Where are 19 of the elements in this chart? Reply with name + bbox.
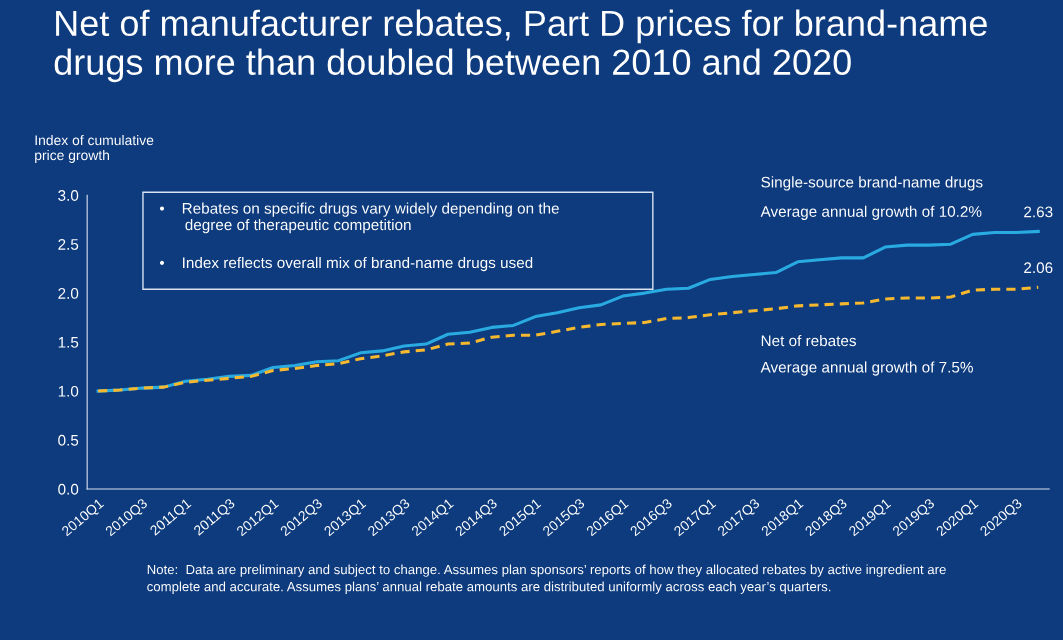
data-label: 2.63: [1024, 206, 1053, 218]
y-tick-label: 1.5: [58, 337, 79, 348]
text: Note: Data are preliminary and subject to change. Assumes plan sponsors’ reports of how they allocated rebates by active ingredient are complete and accurate. Assumes plans’ annual rebate amounts are distributed uniformly across each year’s quarters.: [147, 564, 946, 594]
chart-title: Net of manufacturer rebates, Part D prices for brand-name drugs more than doubled between 2010 and 2020: [54, 9, 987, 83]
y-tick-label: 0.5: [58, 434, 79, 446]
y-tick-label: 1.0: [58, 385, 79, 397]
annotation: • Index reflects overall mix of brand-name drugs used: [159, 256, 533, 272]
y-tick-label: 2.5: [58, 239, 79, 250]
data-label: 2.06: [1024, 262, 1053, 274]
line-series: [96, 285, 1040, 393]
text: Single-source brand-name drugs: [761, 176, 983, 191]
y-axis-title: Index of cumulative price growth: [35, 134, 154, 163]
annotation: Average annual growth of 7.5%: [760, 361, 973, 376]
annotation: Average annual growth of 10.2%: [760, 205, 982, 220]
y-tick-label: 0.0: [58, 483, 79, 495]
y-tick-label: 3.0: [58, 190, 79, 201]
series-label: Net of rebates: [761, 334, 856, 347]
annotation: • Rebates on specific drugs vary widely depending on the degree of therapeutic competition: [159, 202, 559, 234]
y-tick-label: 2.0: [58, 287, 79, 299]
